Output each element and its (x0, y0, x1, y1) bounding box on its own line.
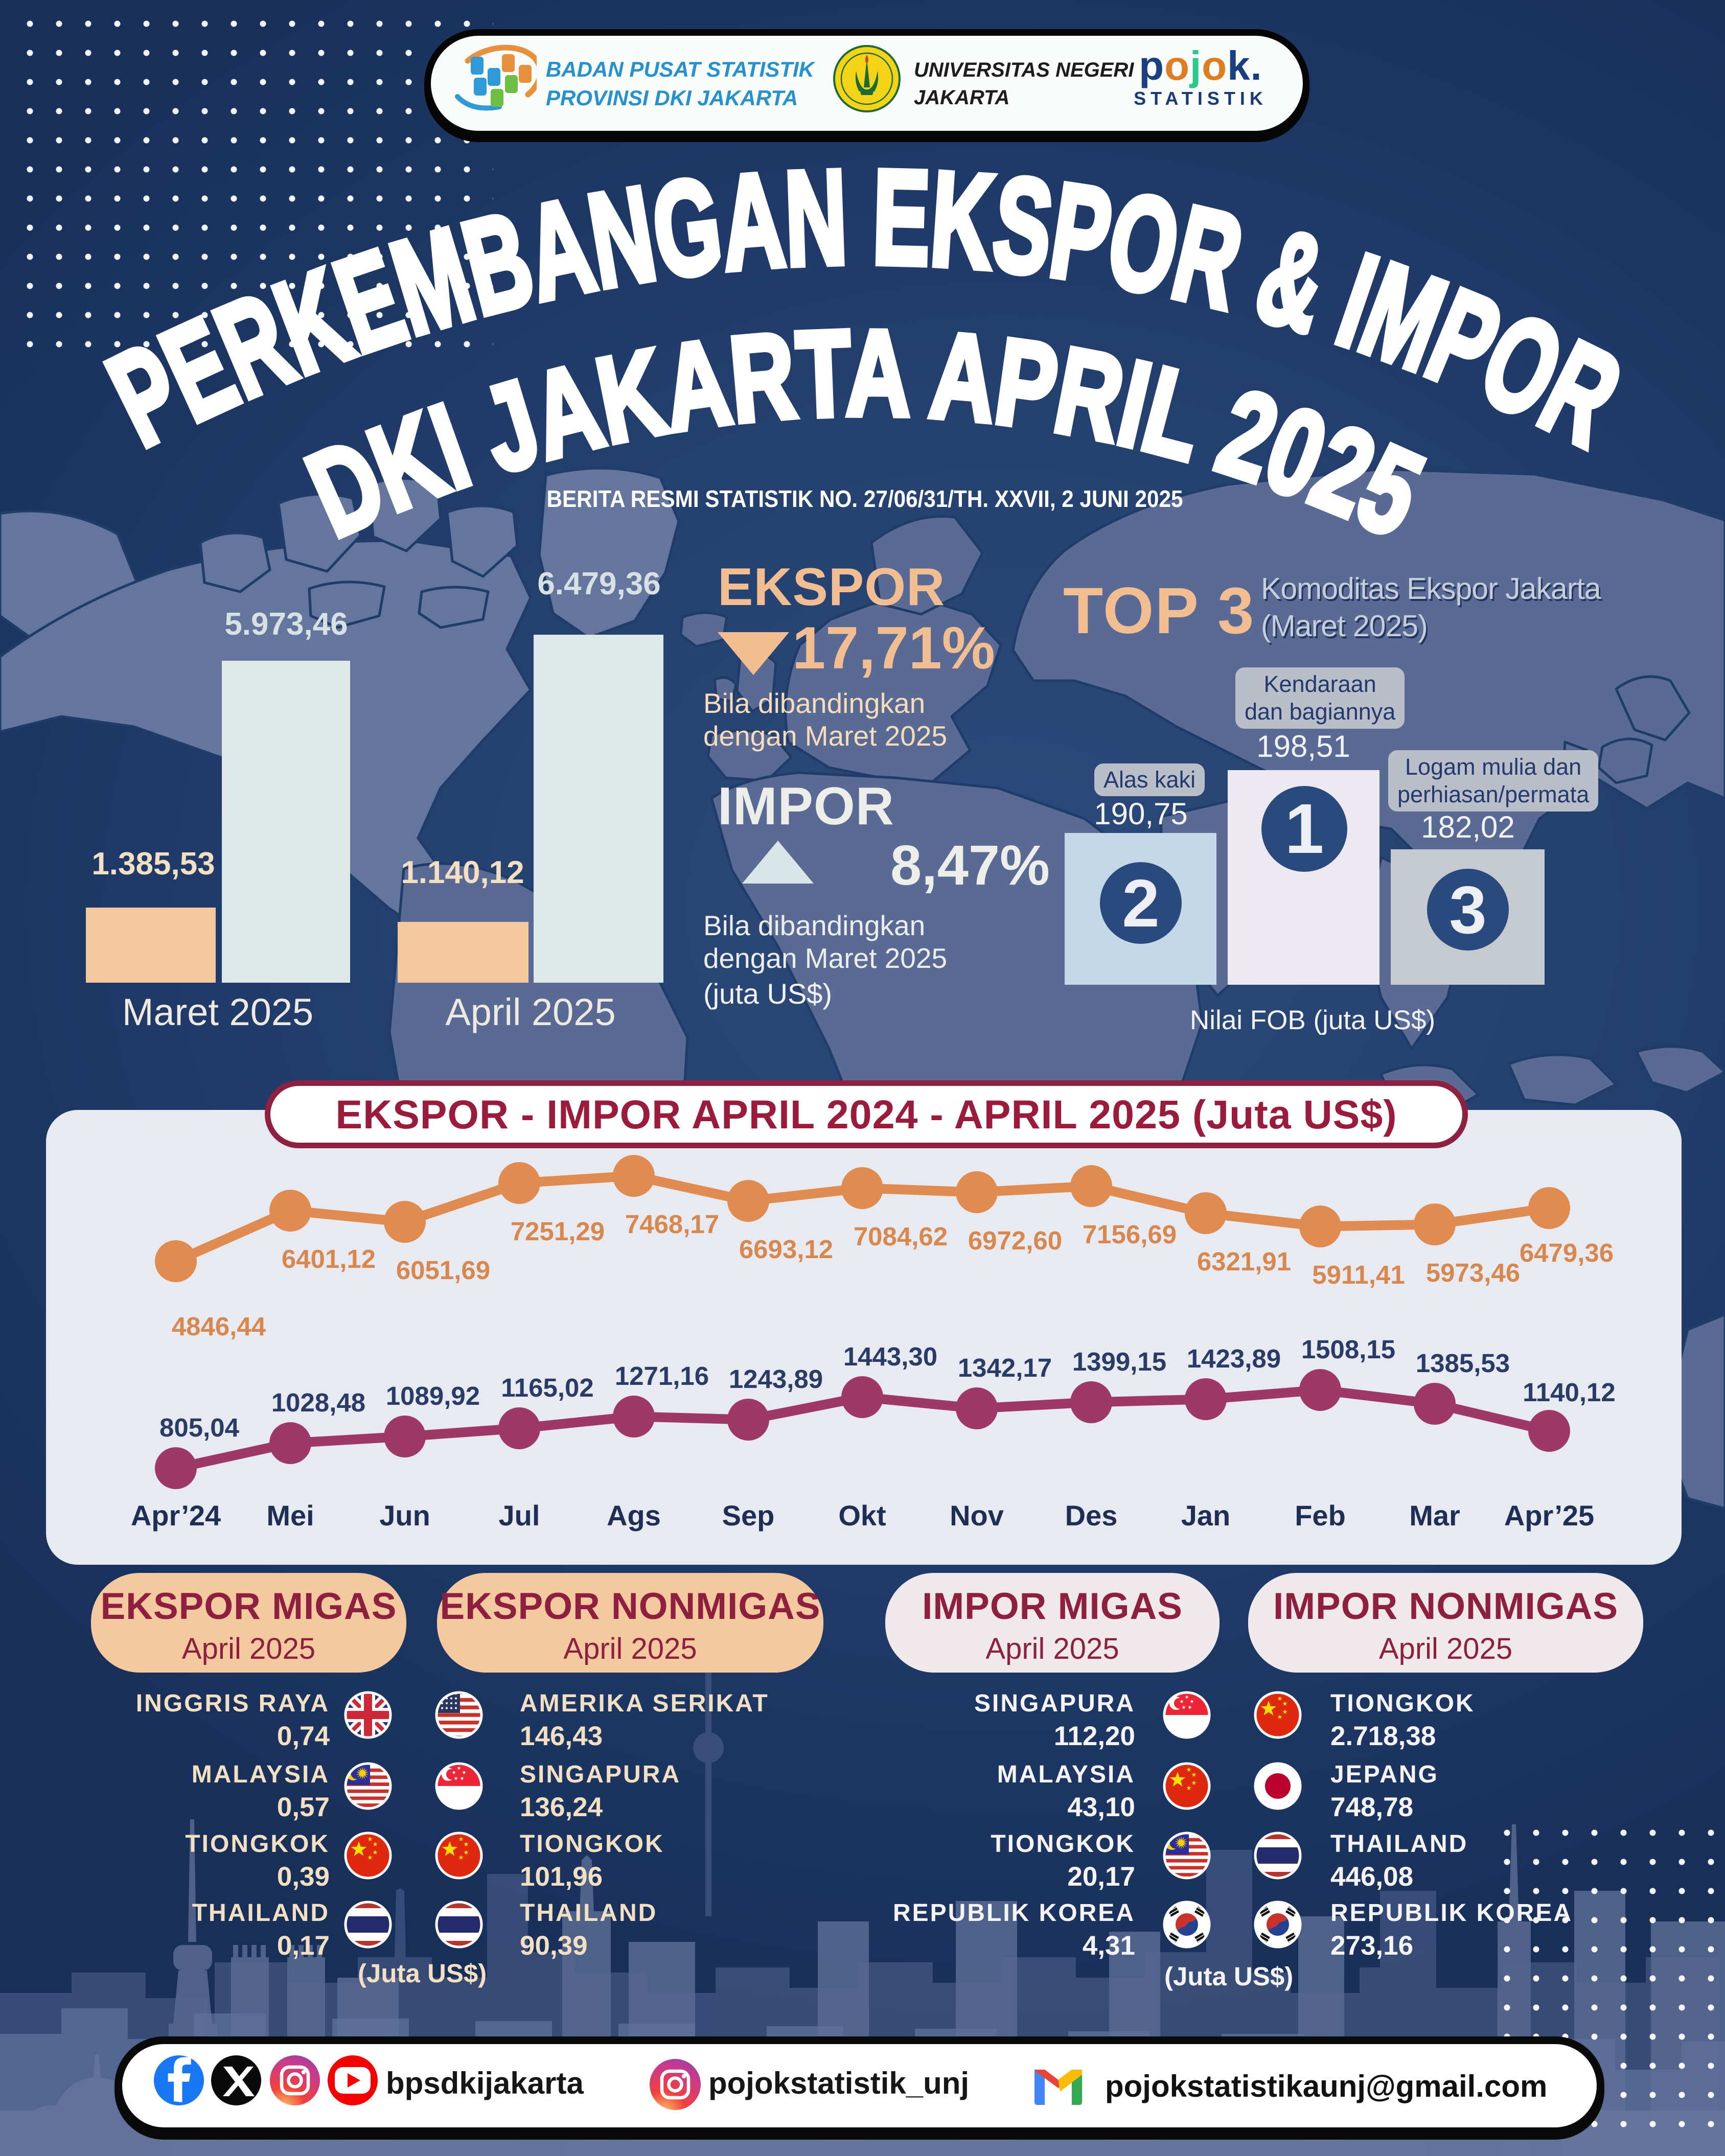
svg-text:7468,17: 7468,17 (625, 1210, 719, 1239)
svg-text:1508,15: 1508,15 (1301, 1335, 1395, 1364)
svg-text:BERITA RESMI STATISTIK NO. 27/: BERITA RESMI STATISTIK NO. 27/06/31/TH. … (547, 485, 1183, 512)
svg-text:1140,12: 1140,12 (1523, 1378, 1616, 1407)
svg-text:1271,16: 1271,16 (615, 1361, 709, 1390)
svg-text:Sep: Sep (722, 1499, 775, 1532)
svg-text:Jan: Jan (1181, 1499, 1231, 1532)
svg-text:1243,89: 1243,89 (729, 1364, 823, 1394)
svg-text:6321,91: 6321,91 (1197, 1247, 1291, 1276)
svg-text:6051,69: 6051,69 (396, 1256, 490, 1285)
svg-text:1342,17: 1342,17 (958, 1353, 1052, 1382)
svg-text:1423,89: 1423,89 (1187, 1344, 1281, 1373)
svg-text:Ags: Ags (607, 1499, 661, 1532)
svg-text:5973,46: 5973,46 (1426, 1258, 1520, 1287)
svg-text:Feb: Feb (1295, 1499, 1346, 1532)
svg-text:1089,92: 1089,92 (386, 1381, 480, 1410)
svg-text:6401,12: 6401,12 (282, 1244, 376, 1273)
svg-text:Jul: Jul (499, 1499, 540, 1532)
svg-text:7251,29: 7251,29 (511, 1217, 605, 1246)
svg-text:6479,36: 6479,36 (1520, 1238, 1614, 1267)
svg-text:Nov: Nov (950, 1499, 1004, 1532)
svg-text:1443,30: 1443,30 (843, 1342, 937, 1371)
svg-text:1165,02: 1165,02 (501, 1373, 594, 1402)
svg-text:Mar: Mar (1409, 1499, 1460, 1532)
svg-text:805,04: 805,04 (159, 1413, 240, 1442)
svg-text:7084,62: 7084,62 (854, 1222, 948, 1251)
svg-text:1399,15: 1399,15 (1072, 1347, 1166, 1376)
svg-text:7156,69: 7156,69 (1083, 1220, 1177, 1249)
svg-text:6693,12: 6693,12 (739, 1235, 833, 1264)
svg-text:1028,48: 1028,48 (271, 1388, 365, 1417)
svg-text:Des: Des (1065, 1499, 1118, 1532)
svg-text:1385,53: 1385,53 (1416, 1349, 1510, 1378)
svg-text:4846,44: 4846,44 (172, 1312, 266, 1341)
svg-text:6972,60: 6972,60 (968, 1226, 1062, 1255)
svg-text:5911,41: 5911,41 (1312, 1260, 1405, 1289)
svg-text:Apr’25: Apr’25 (1504, 1499, 1594, 1532)
svg-text:Okt: Okt (838, 1499, 886, 1532)
svg-text:Apr’24: Apr’24 (131, 1499, 221, 1532)
svg-text:Jun: Jun (379, 1499, 430, 1532)
svg-text:Mei: Mei (266, 1499, 314, 1532)
